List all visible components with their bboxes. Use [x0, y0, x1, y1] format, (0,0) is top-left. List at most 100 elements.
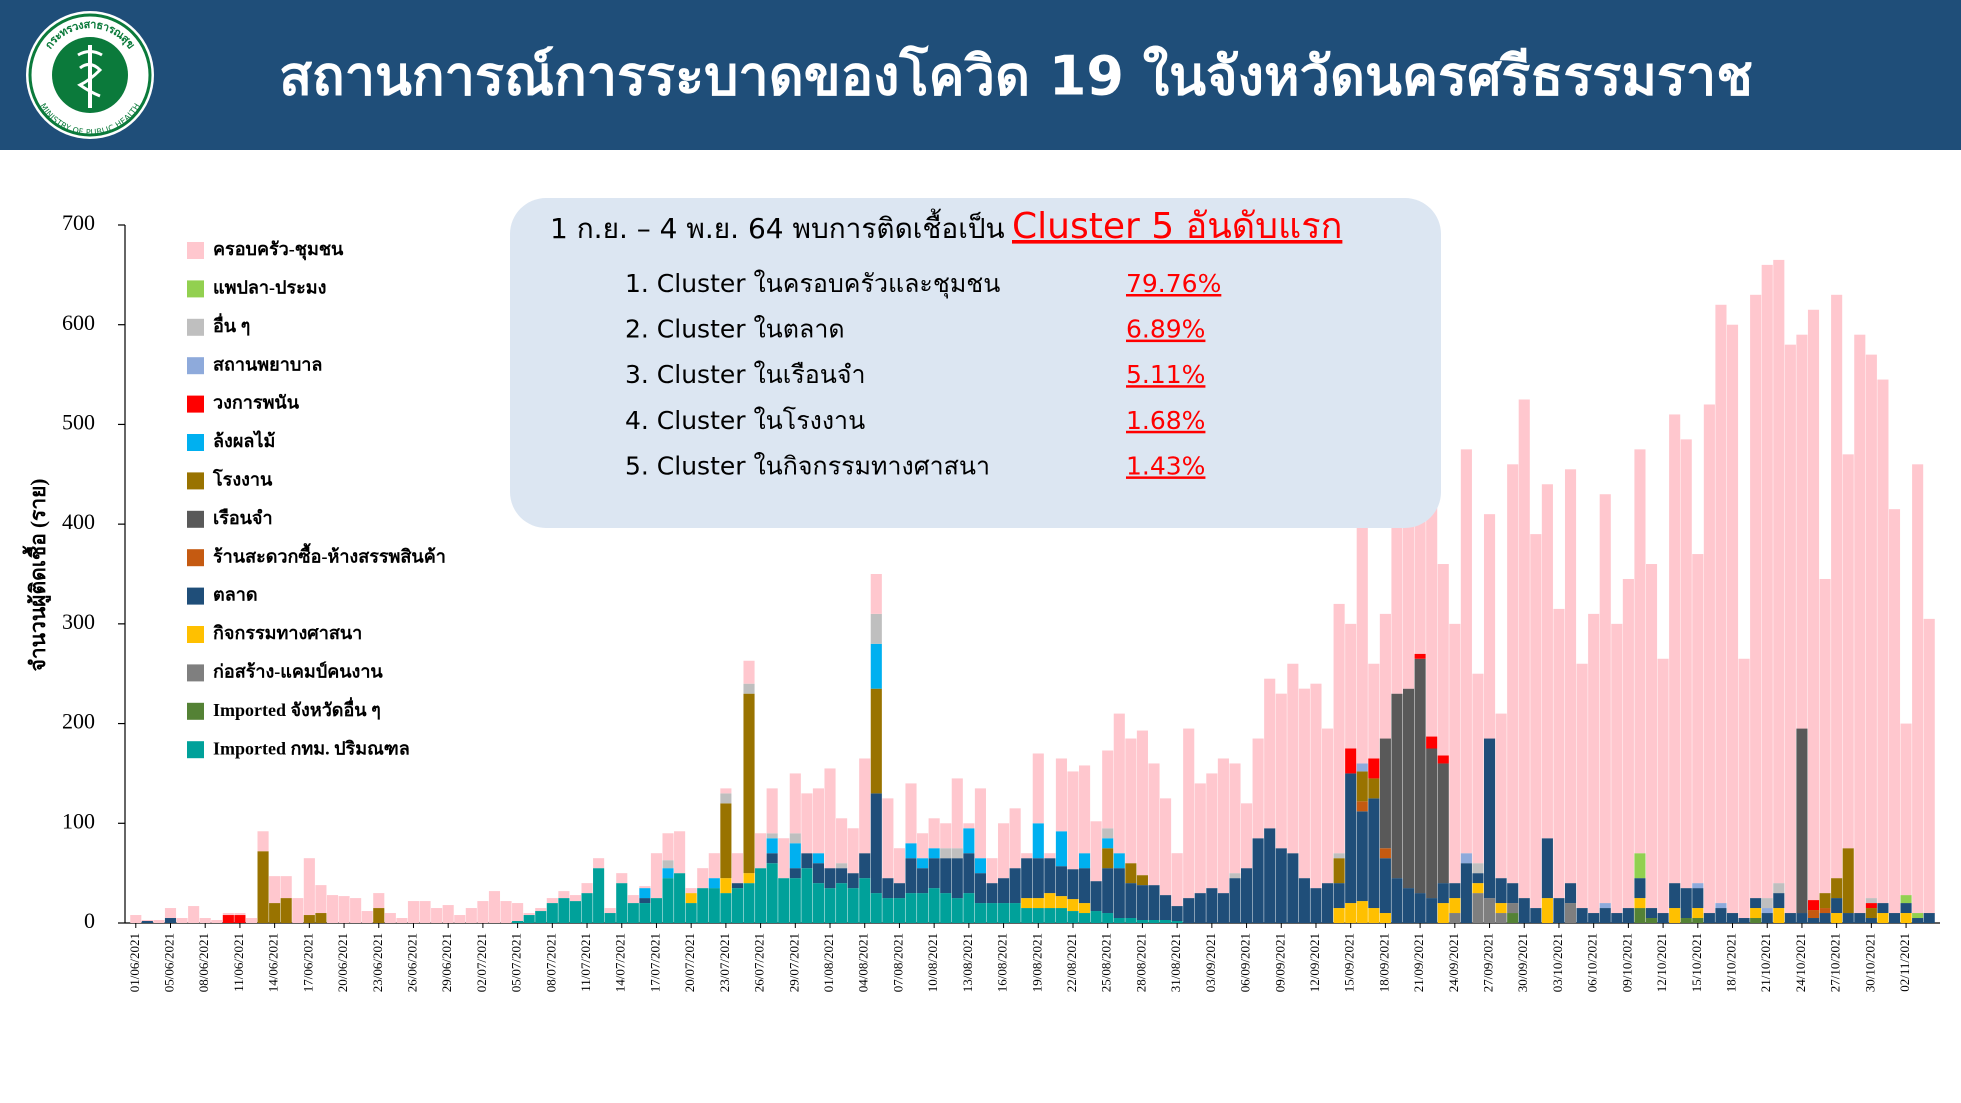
bar-segment [639, 903, 651, 923]
bar-segment [1067, 899, 1079, 912]
bar-segment [1831, 913, 1843, 923]
bar-segment [1576, 663, 1588, 909]
x-tick-label: 02/07/2021 [474, 933, 489, 992]
logo-ring [28, 13, 152, 137]
legend-label: โรงงาน [212, 469, 273, 490]
bar-segment [639, 886, 651, 889]
bar-segment [222, 913, 234, 916]
bar-segment [1136, 730, 1148, 876]
bar-segment [951, 848, 963, 859]
bar-segment [407, 901, 420, 923]
bar-segment [465, 908, 477, 923]
bar-segment [1113, 918, 1125, 923]
y-tick-label: 0 [84, 908, 95, 933]
bar-segment [1634, 853, 1646, 879]
info-item-label: 1. Cluster ในครอบครัวและชุมชน [625, 269, 1000, 299]
bar-segment [801, 853, 813, 869]
bar-segment [917, 893, 929, 923]
bar-segment [1483, 898, 1496, 923]
bar-segment [974, 903, 986, 923]
bar-segment [836, 883, 848, 923]
bar-segment [870, 688, 882, 794]
bar-segment [616, 883, 628, 923]
bar-segment [1356, 494, 1368, 764]
bar-segment [1495, 903, 1507, 914]
y-tick-label: 400 [62, 509, 95, 534]
bar-segment [766, 833, 778, 839]
bar-segment [998, 878, 1010, 904]
bar-segment [1645, 564, 1658, 909]
bar-segment [164, 908, 177, 919]
bar-segment [1912, 918, 1924, 923]
info-box-background [510, 198, 1441, 528]
bar-segment [720, 878, 732, 894]
bar-segment [396, 918, 408, 923]
bar-segment [1102, 828, 1114, 839]
bar-segment [1657, 658, 1669, 914]
bar-segment [743, 873, 755, 884]
bar-segment [1009, 868, 1021, 904]
legend-swatch [187, 626, 204, 643]
x-tick-label: 27/09/2021 [1481, 933, 1496, 992]
bar-segment [1599, 494, 1611, 904]
bar-segment [488, 891, 501, 923]
bar-segment [1807, 309, 1820, 901]
bar-segment [674, 831, 686, 874]
bar-segment [731, 853, 744, 884]
bar-segment [1125, 863, 1137, 884]
bar-segment [766, 863, 778, 923]
bar-segment [1032, 858, 1044, 899]
bar-segment [940, 848, 952, 859]
bar-segment [1229, 873, 1241, 879]
bar-segment [662, 860, 674, 869]
legend-swatch [187, 318, 204, 336]
bar-segment [1715, 908, 1727, 923]
bar-segment [998, 823, 1010, 879]
info-item-percent: 1.68% [1126, 406, 1205, 435]
bar-segment [361, 911, 373, 923]
bar-segment [1865, 908, 1877, 919]
info-item-percent: 5.11% [1126, 360, 1205, 389]
bar-segment [1888, 509, 1901, 914]
bar-segment [928, 818, 940, 849]
bar-segment [1750, 918, 1762, 923]
bar-segment [512, 903, 524, 922]
bar-segment [1079, 765, 1091, 854]
x-tick-label: 12/10/2021 [1654, 933, 1669, 992]
bar-segment [454, 915, 466, 923]
bar-segment [1264, 828, 1276, 923]
bar-segment [1703, 913, 1715, 923]
bar-segment [1680, 439, 1692, 889]
bar-segment [1669, 414, 1681, 884]
bar-segment [905, 843, 917, 859]
legend-label: ครอบครัว-ชุมชน [213, 239, 344, 261]
bar-segment [789, 878, 801, 923]
bar-segment [1703, 404, 1715, 914]
bar-segment [1507, 883, 1519, 904]
x-tick-label: 05/07/2021 [509, 933, 524, 992]
bar-segment [1773, 893, 1785, 909]
bar-segment [1912, 913, 1924, 919]
bar-segment [1148, 920, 1160, 923]
bar-segment [743, 660, 755, 684]
bar-segment [1692, 908, 1704, 919]
bar-segment [1761, 264, 1773, 899]
legend-swatch [187, 395, 204, 413]
bar-segment [604, 908, 616, 914]
x-tick-label: 16/08/2021 [995, 933, 1010, 992]
x-tick-label: 29/07/2021 [786, 933, 801, 992]
x-tick-label: 03/10/2021 [1550, 933, 1565, 992]
bar-segment [1287, 663, 1299, 854]
bar-segment [1807, 918, 1820, 923]
bar-segment [1472, 863, 1484, 874]
x-tick-label: 14/06/2021 [266, 933, 281, 992]
bar-segment [1750, 908, 1762, 919]
legend-swatch [187, 664, 204, 682]
bar-segment [1507, 913, 1519, 923]
bar-segment [1194, 893, 1206, 923]
page-title: สถานการณ์การระบาดของโควิด 19 ในจังหวัดนค… [279, 45, 1753, 108]
bar-segment [569, 895, 582, 902]
bar-segment [1356, 801, 1368, 812]
bar-segment [373, 893, 385, 909]
bar-segment [1275, 693, 1287, 849]
